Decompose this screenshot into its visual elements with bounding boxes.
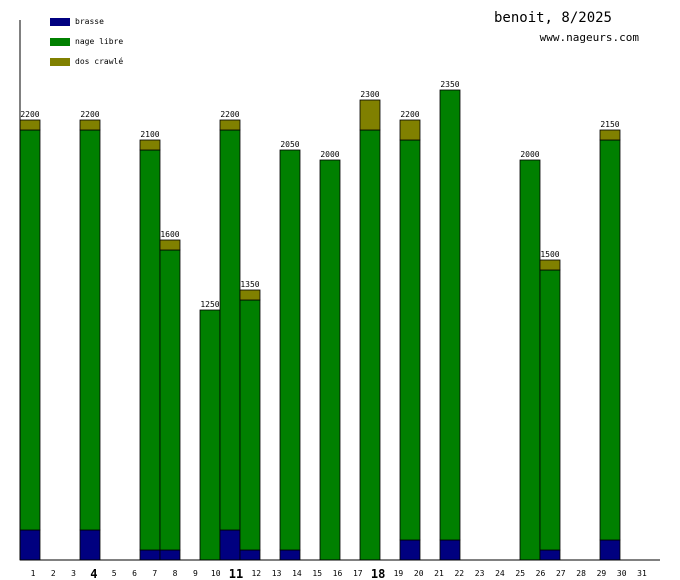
site-url: www.nageurs.com	[539, 31, 639, 44]
x-tick-label-30: 30	[617, 569, 627, 578]
x-tick-label-1: 1	[31, 569, 36, 578]
x-tick-label-19: 19	[394, 569, 404, 578]
bars-layer	[19, 89, 621, 561]
value-label-day-4: 2200	[80, 110, 99, 119]
bar-dos-crawle-day-18	[359, 99, 381, 131]
x-tick-label-14: 14	[292, 569, 302, 578]
legend-label-dos-crawle: dos crawlé	[75, 57, 124, 66]
x-tick-label-10: 10	[211, 569, 221, 578]
bar-nage-libre-day-20	[399, 139, 421, 541]
bar-nage-libre-day-14	[279, 149, 301, 551]
bar-dos-crawle-day-1	[19, 119, 41, 131]
value-label-day-16: 2000	[320, 150, 339, 159]
legend-swatch-dos-crawle	[50, 58, 70, 66]
x-tick-label-9: 9	[193, 569, 198, 578]
value-label-day-8: 1600	[160, 230, 179, 239]
legend: brasse nage libre dos crawlé	[50, 17, 123, 77]
value-label-day-20: 2200	[400, 110, 419, 119]
bar-dos-crawle-day-11	[219, 119, 241, 131]
x-tick-label-22: 22	[454, 569, 464, 578]
x-tick-label-15: 15	[312, 569, 322, 578]
value-label-day-11: 2200	[220, 110, 239, 119]
x-tick-label-8: 8	[173, 569, 178, 578]
x-tick-label-25: 25	[515, 569, 525, 578]
bar-dos-crawle-day-4	[79, 119, 101, 131]
bar-dos-crawle-day-30	[599, 129, 621, 141]
bar-nage-libre-day-16	[319, 159, 341, 561]
x-tick-label-12: 12	[251, 569, 261, 578]
x-tick-label-24: 24	[495, 569, 505, 578]
x-tick-label-23: 23	[475, 569, 485, 578]
bar-nage-libre-day-26	[519, 159, 541, 561]
legend-swatch-brasse	[50, 18, 70, 26]
value-label-day-26: 2000	[520, 150, 539, 159]
bar-dos-crawle-day-27	[539, 259, 561, 271]
bar-dos-crawle-day-12	[239, 289, 261, 301]
legend-label-nage-libre: nage libre	[75, 37, 124, 46]
value-label-day-7: 2100	[140, 130, 159, 139]
value-labels-layer: 2200 2200 2100 1600 1250 2200 1350 2050 2000 2300…	[20, 80, 619, 309]
bar-dos-crawle-day-8	[159, 239, 181, 251]
bar-nage-libre-day-30	[599, 139, 621, 541]
bar-brasse-day-1	[19, 529, 41, 561]
bar-nage-libre-day-12	[239, 299, 261, 551]
value-label-day-10: 1250	[200, 300, 219, 309]
x-tick-label-29: 29	[597, 569, 607, 578]
x-tick-label-17: 17	[353, 569, 363, 578]
value-label-day-30: 2150	[600, 120, 619, 129]
bar-nage-libre-day-8	[159, 249, 181, 551]
bar-nage-libre-day-27	[539, 269, 561, 551]
bar-brasse-day-8	[159, 549, 181, 561]
x-tick-label-31: 31	[637, 569, 647, 578]
bar-brasse-day-30	[599, 539, 621, 561]
bar-brasse-day-22	[439, 539, 461, 561]
legend-item-brasse: brasse	[50, 17, 123, 37]
bar-brasse-day-11	[219, 529, 241, 561]
value-label-day-27: 1500	[540, 250, 559, 259]
bar-dos-crawle-day-20	[399, 119, 421, 141]
x-tick-label-18: 18	[371, 567, 385, 580]
legend-item-dos-crawle: dos crawlé	[50, 57, 123, 77]
bar-dos-crawle-day-7	[139, 139, 161, 151]
value-label-day-1: 2200	[20, 110, 39, 119]
x-tick-label-4: 4	[90, 567, 97, 580]
tick-labels-layer: 1 2 3 4 5 6 7 8 9 10 11 12 13 14 15 16 17 18 19 20 21 22 23 24 2…	[31, 567, 647, 580]
x-tick-label-11: 11	[229, 567, 243, 580]
bar-nage-libre-day-7	[139, 149, 161, 551]
x-tick-label-3: 3	[71, 569, 76, 578]
bar-brasse-day-20	[399, 539, 421, 561]
bar-nage-libre-day-22	[439, 89, 461, 541]
value-label-day-12: 1350	[240, 280, 259, 289]
bar-nage-libre-day-4	[79, 129, 101, 531]
bar-nage-libre-day-1	[19, 129, 41, 531]
value-label-day-22: 2350	[440, 80, 459, 89]
bar-brasse-day-27	[539, 549, 561, 561]
bar-nage-libre-day-18	[359, 129, 381, 561]
value-label-day-14: 2050	[280, 140, 299, 149]
bar-nage-libre-day-11	[219, 129, 241, 531]
x-tick-label-13: 13	[272, 569, 282, 578]
x-tick-label-16: 16	[333, 569, 343, 578]
bar-brasse-day-4	[79, 529, 101, 561]
x-tick-label-7: 7	[152, 569, 157, 578]
bar-brasse-day-7	[139, 549, 161, 561]
bar-brasse-day-14	[279, 549, 301, 561]
x-tick-label-5: 5	[112, 569, 117, 578]
x-tick-label-6: 6	[132, 569, 137, 578]
bar-nage-libre-day-10	[199, 309, 221, 561]
x-tick-label-21: 21	[434, 569, 444, 578]
x-tick-label-27: 27	[556, 569, 566, 578]
x-tick-label-20: 20	[414, 569, 424, 578]
chart-title: benoit, 8/2025	[493, 10, 612, 26]
x-tick-label-2: 2	[51, 569, 56, 578]
legend-label-brasse: brasse	[75, 17, 104, 26]
legend-item-nage-libre: nage libre	[50, 37, 123, 57]
bar-brasse-day-12	[239, 549, 261, 561]
legend-swatch-nage-libre	[50, 38, 70, 46]
value-label-day-18: 2300	[360, 90, 379, 99]
x-tick-label-26: 26	[536, 569, 546, 578]
x-tick-label-28: 28	[576, 569, 586, 578]
